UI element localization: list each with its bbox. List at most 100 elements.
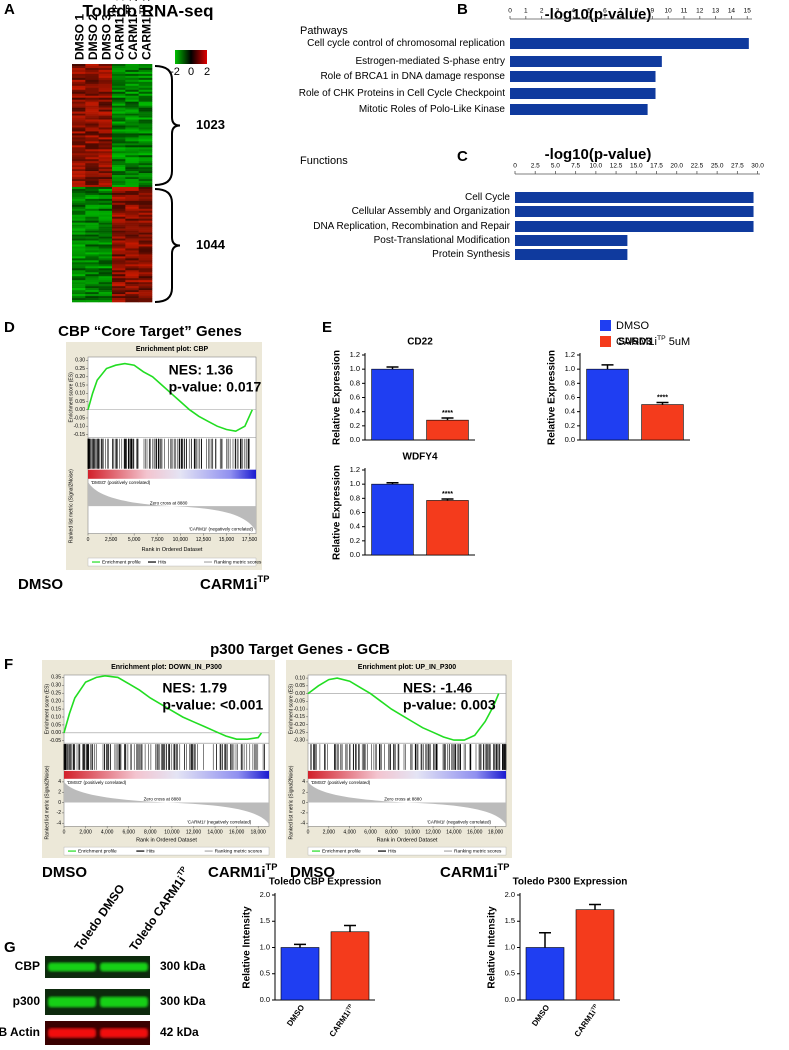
- heatmap-cell: [112, 238, 126, 241]
- heatmap-cell: [85, 298, 99, 301]
- heatmap-cell: [112, 296, 126, 299]
- chart-title: SUSD3: [618, 337, 652, 348]
- heatmap-cell: [125, 81, 139, 85]
- condition-label: DMSO: [42, 864, 87, 881]
- heatmap-cell: [72, 141, 86, 144]
- heatmap-cell: [72, 284, 86, 287]
- heatmap-cell: [112, 155, 126, 158]
- condition-label: DMSO: [18, 576, 63, 593]
- heatmap-cell: [72, 175, 86, 178]
- x-tick-label: CARM1iTP: [573, 1002, 602, 1038]
- heatmap-cell: [98, 115, 113, 118]
- heatmap-cell: [72, 165, 86, 168]
- heatmap-cell: [112, 284, 126, 287]
- heatmap-cell: [138, 163, 153, 166]
- heatmap-cell: [98, 300, 113, 303]
- metric-label: Ranked list metric (Signal2Noise): [288, 765, 294, 839]
- heatmap-cell: [72, 218, 86, 221]
- legend-label: Enrichment profile: [322, 848, 361, 854]
- heatmap-cell: [98, 216, 113, 219]
- superscript: TP: [345, 1002, 354, 1011]
- heatmap-cell: [98, 246, 113, 249]
- heatmap-cell: [72, 83, 86, 87]
- heatmap-cell: [72, 81, 86, 85]
- metric-tick-label: 2: [302, 790, 305, 796]
- heatmap-cell: [85, 258, 99, 261]
- heatmap-cell: [98, 155, 113, 158]
- text-part: DMSO 1: [73, 14, 87, 60]
- bar: [515, 249, 628, 260]
- heatmap-cell: [72, 282, 86, 285]
- blot-band: [48, 1028, 96, 1038]
- heatmap-cell: [138, 286, 153, 289]
- heatmap-cell: [85, 159, 99, 162]
- error-bar: [441, 498, 454, 501]
- x-tick-label: 15,000: [219, 537, 235, 543]
- heatmap-cell: [112, 270, 126, 273]
- annotation: NES: 1.36: [169, 362, 234, 378]
- heatmap-cell: [138, 216, 153, 219]
- heatmap-cell: [112, 256, 126, 259]
- heatmap-cell: [98, 240, 113, 243]
- blot-band: [100, 996, 148, 1008]
- y-tick-label: 0.00: [295, 691, 305, 697]
- heatmap-cell: [85, 266, 99, 269]
- heatmap-cell: [85, 236, 99, 239]
- heatmap-cell: [138, 105, 153, 108]
- x-tick-label: 6,000: [364, 830, 377, 836]
- heatmap-cell: [112, 91, 126, 95]
- figure-title: CBP “Core Target” Genes: [58, 323, 242, 340]
- heatmap-cell: [72, 226, 86, 229]
- text-part: 1: [113, 0, 127, 4]
- x-tick-label: 27.5: [731, 163, 744, 170]
- heatmap-cell: [125, 238, 139, 241]
- heatmap-cell: [112, 125, 126, 128]
- heatmap-title: Toledo RNA-seq: [83, 1, 214, 20]
- heatmap-cell: [138, 85, 153, 89]
- heatmap-cell: [72, 270, 86, 273]
- heatmap-cell: [138, 153, 153, 156]
- bar: [515, 206, 754, 217]
- heatmap-cell: [125, 177, 139, 180]
- text-part: 3: [140, 0, 154, 4]
- heatmap-cell: [112, 288, 126, 291]
- heatmap-cell: [85, 77, 99, 81]
- heatmap-cell: [125, 268, 139, 271]
- heatmap-cell: [98, 274, 113, 277]
- heatmap-cell: [112, 95, 126, 99]
- heatmap-cell: [138, 218, 153, 221]
- heatmap-cell: [138, 220, 153, 223]
- x-tick-label: 25.0: [711, 163, 724, 170]
- heatmap-cell: [138, 121, 153, 124]
- heatmap-cell: [72, 149, 86, 152]
- annotation: p-value: 0.017: [169, 379, 262, 395]
- heatmap-cell: [85, 105, 99, 108]
- chart-title: Toledo CBP Expression: [269, 877, 381, 888]
- heatmap-cell: [138, 95, 153, 99]
- heatmap-cell: [125, 99, 139, 102]
- heatmap-cell: [85, 123, 99, 126]
- legend-label: Ranking metric scores: [214, 559, 262, 565]
- heatmap-cell: [85, 200, 99, 204]
- heatmap-cell: [125, 71, 139, 75]
- chart-subtitle: Functions: [300, 155, 348, 167]
- heatmap-cell: [98, 149, 113, 152]
- heatmap-cell: [72, 244, 86, 247]
- heatmap-cell: [112, 97, 126, 100]
- y-tick-label: 0.6: [350, 507, 360, 516]
- y-tick-label: 0.20: [51, 698, 61, 704]
- hits: [87, 438, 250, 469]
- heatmap-cell: [138, 230, 153, 233]
- heatmap-cell: [98, 268, 113, 271]
- legend-label: Hits: [388, 848, 397, 854]
- heatmap-cell: [112, 254, 126, 257]
- y-tick-label: 0.4: [350, 407, 360, 416]
- negative-label: 'CARM1i' (negatively correlated): [187, 820, 252, 825]
- heatmap-cell: [138, 79, 153, 83]
- y-tick-label: 2.0: [260, 890, 270, 899]
- heatmap-cell: [112, 240, 126, 243]
- text-part: CARM1i: [573, 1008, 598, 1038]
- y-axis-label: Relative Expression: [332, 350, 343, 445]
- bar: [515, 192, 754, 203]
- heatmap-cell: [72, 181, 86, 184]
